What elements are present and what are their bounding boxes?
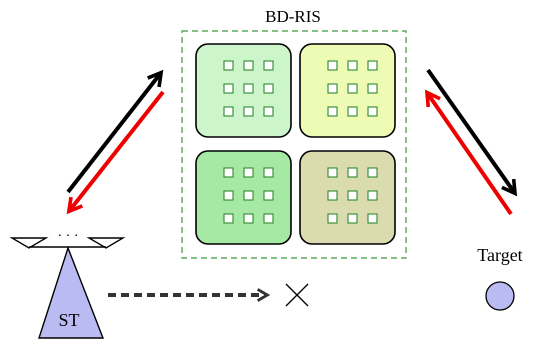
ris-element xyxy=(347,83,358,94)
ris-element xyxy=(347,106,358,117)
ris-element xyxy=(263,213,274,224)
ris-element xyxy=(263,190,274,201)
ris-element xyxy=(243,106,254,117)
ris-boundary xyxy=(181,30,407,259)
ris-element xyxy=(223,60,234,71)
ris-element xyxy=(327,83,338,94)
ris-element xyxy=(367,106,378,117)
ris-element xyxy=(223,190,234,201)
antenna-right xyxy=(86,237,126,249)
antenna-left xyxy=(9,237,49,249)
ris-element-grid xyxy=(223,60,274,117)
ris-element xyxy=(223,83,234,94)
ris-element xyxy=(263,106,274,117)
ris-element xyxy=(263,60,274,71)
ris-element xyxy=(367,83,378,94)
st-label: ST xyxy=(58,310,79,330)
ris-to-target-arrow xyxy=(426,68,518,197)
ris-element xyxy=(327,167,338,178)
ris-element xyxy=(367,213,378,224)
ris-to-st-arrow xyxy=(66,90,165,215)
ris-element xyxy=(367,167,378,178)
target-to-ris-arrow xyxy=(424,89,513,216)
ris-panel-top-right xyxy=(299,43,396,138)
ris-element xyxy=(327,60,338,71)
ris-element xyxy=(263,83,274,94)
ris-element-grid xyxy=(327,60,378,117)
ris-element-grid xyxy=(327,167,378,224)
ris-element xyxy=(367,60,378,71)
ris-element xyxy=(243,60,254,71)
ris-panel-bottom-right xyxy=(299,150,396,245)
ris-element xyxy=(223,167,234,178)
target-label: Target xyxy=(477,245,522,265)
ris-element-grid xyxy=(223,167,274,224)
ris-element xyxy=(327,190,338,201)
ris-element xyxy=(347,213,358,224)
ris-panel-top-left xyxy=(195,43,292,138)
ris-element xyxy=(223,106,234,117)
ris-element xyxy=(347,60,358,71)
antenna-dots: · · · xyxy=(58,229,79,244)
ris-element xyxy=(243,83,254,94)
ris-element xyxy=(223,213,234,224)
ris-element xyxy=(327,106,338,117)
st-antenna-array: · · · xyxy=(9,229,126,249)
ris-panel-bottom-left xyxy=(195,150,292,245)
ris-element xyxy=(347,167,358,178)
ris-element xyxy=(367,190,378,201)
ris-element xyxy=(243,167,254,178)
st-node xyxy=(38,245,105,339)
ris-element xyxy=(263,167,274,178)
ris-element xyxy=(347,190,358,201)
ris-element xyxy=(243,190,254,201)
st-to-ris-arrow xyxy=(66,69,164,194)
ris-element xyxy=(327,213,338,224)
cross-icon xyxy=(285,283,309,307)
target-node xyxy=(485,281,515,311)
ris-label: BD-RIS xyxy=(265,7,321,26)
ris-element xyxy=(243,213,254,224)
